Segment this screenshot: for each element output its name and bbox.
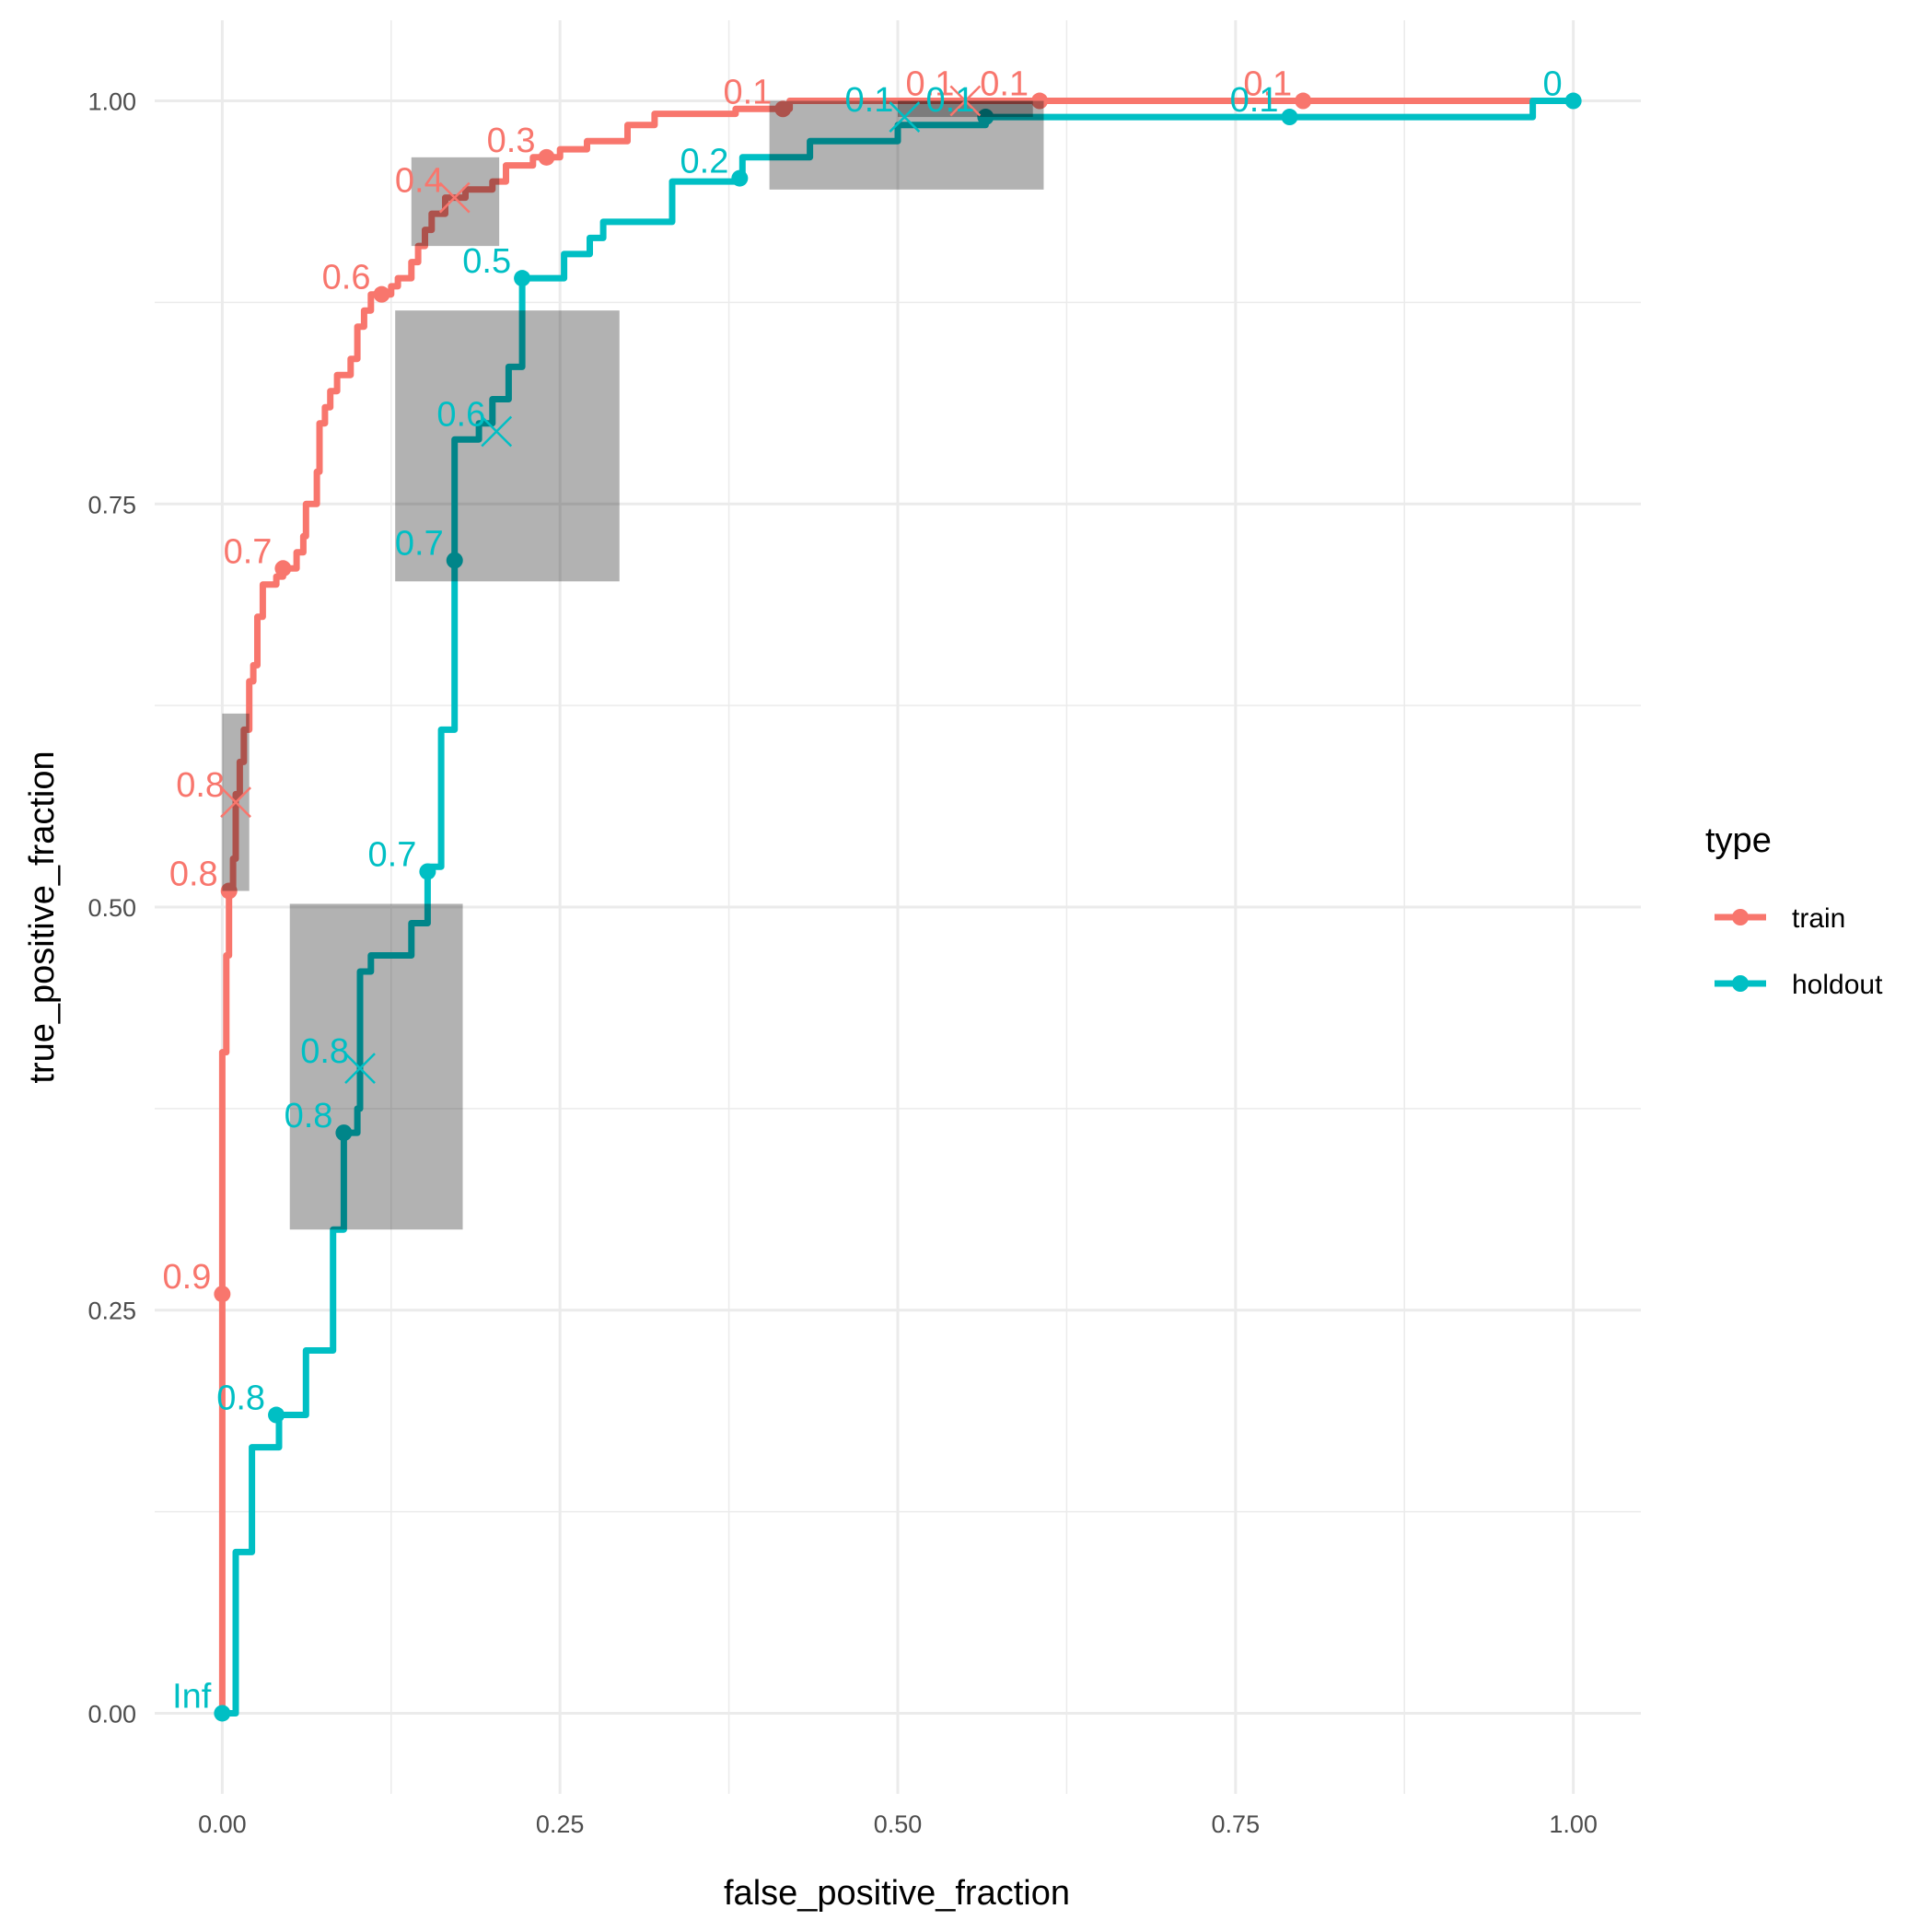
point-train: [220, 882, 238, 900]
cutoff-label-holdout: 0: [1542, 65, 1562, 104]
cutoff-label-holdout: 0.1: [845, 81, 894, 120]
point-holdout: [268, 1406, 285, 1424]
cutoff-label-train: 0.3: [487, 122, 536, 160]
legend-title: type: [1705, 821, 1772, 860]
crosshair-train: [949, 85, 982, 117]
cutoff-label-holdout: 0.6: [436, 395, 485, 434]
crosshair-train: [220, 786, 251, 819]
point-train: [538, 148, 555, 166]
x-tick-label: 0.50: [874, 1810, 923, 1838]
point-holdout: [446, 552, 463, 569]
cutoff-label-train: 0.7: [224, 532, 273, 571]
point-holdout: [514, 270, 531, 287]
cutoff-label-train: 0.1: [1243, 65, 1292, 104]
cutoff-label-holdout: 0.8: [285, 1097, 333, 1135]
y-tick-label: 0.75: [87, 491, 136, 518]
crosshair-markers: [220, 85, 982, 1084]
y-tick-label: 0.00: [87, 1700, 136, 1728]
point-holdout: [419, 863, 436, 880]
cutoff-labels: 0.90.80.70.60.30.1 0.1 0.10.80.40.1Inf0.80…: [163, 65, 1563, 1717]
x-axis-ticks: 0.00 0.25 0.50 0.75 1.00: [198, 1810, 1598, 1838]
cutoff-label-train: 0.8: [176, 766, 225, 805]
crosshair-holdout: [889, 101, 921, 133]
x-tick-label: 1.00: [1549, 1810, 1598, 1838]
cutoff-label-holdout: 0.1: [926, 81, 975, 120]
point-holdout: [977, 109, 994, 126]
series-line-holdout: [222, 98, 1574, 1717]
cutoff-label-train: 0.1: [980, 65, 1029, 104]
crosshair-range-boxes: [222, 100, 1044, 1230]
point-holdout: [335, 1124, 353, 1142]
cutoff-label-holdout: 0.7: [395, 525, 444, 564]
cutoff-label-holdout: 0.5: [462, 242, 511, 281]
cutoff-label-train: 0.1: [906, 65, 955, 104]
crosshair-holdout: [481, 415, 513, 448]
crosshair-holdout: [344, 1053, 376, 1084]
range-box-holdout: [289, 903, 463, 1230]
cutoff-label-holdout: Inf: [172, 1677, 212, 1716]
x-tick-label: 0.00: [198, 1810, 247, 1838]
cutoff-label-train: 0.1: [723, 73, 772, 111]
x-axis-title: false_positive_fraction: [724, 1874, 1070, 1913]
point-train: [373, 285, 390, 303]
cutoff-label-holdout: 0.1: [1230, 81, 1279, 120]
point-holdout: [214, 1705, 231, 1722]
legend-dot-train: [1732, 909, 1749, 925]
range-box-train: [411, 157, 500, 247]
point-train: [274, 560, 292, 577]
x-tick-label: 0.25: [536, 1810, 585, 1838]
legend: type train holdout: [1705, 821, 1883, 1000]
legend-item-train: train: [1715, 903, 1845, 934]
y-tick-label: 0.50: [87, 894, 136, 922]
cutoff-label-train: 0.6: [322, 259, 371, 297]
crosshair-train: [438, 181, 471, 214]
cutoff-label-train: 0.4: [395, 162, 444, 201]
point-train: [1031, 92, 1049, 110]
legend-label-train: train: [1792, 903, 1845, 934]
cutoff-label-train: 0.9: [163, 1258, 212, 1297]
cutoff-label-holdout: 0.8: [300, 1032, 349, 1071]
point-holdout: [1281, 109, 1298, 126]
cutoff-label-train: 0.8: [169, 855, 218, 893]
legend-dot-holdout: [1732, 975, 1749, 992]
range-box-holdout: [395, 310, 620, 582]
y-tick-label: 0.25: [87, 1298, 136, 1325]
legend-label-holdout: holdout: [1792, 970, 1883, 1000]
y-axis-title: true_positive_fraction: [23, 751, 62, 1083]
legend-item-holdout: holdout: [1715, 970, 1883, 1000]
cutoff-label-holdout: 0.2: [680, 143, 729, 181]
point-train: [1295, 92, 1312, 110]
point-train: [214, 1286, 231, 1303]
range-box-train: [898, 100, 1033, 118]
point-holdout: [1564, 92, 1582, 110]
series-line-train: [218, 98, 1574, 1714]
cutoff-label-holdout: 0.7: [368, 835, 417, 874]
cutoff-label-holdout: 0.8: [216, 1379, 265, 1418]
x-tick-label: 0.75: [1212, 1810, 1261, 1838]
point-holdout: [731, 169, 749, 187]
series-layer: [214, 92, 1582, 1722]
y-axis-ticks: 0.00 0.25 0.50 0.75 1.00: [87, 88, 136, 1728]
point-train: [774, 100, 792, 118]
y-tick-label: 1.00: [87, 88, 136, 116]
